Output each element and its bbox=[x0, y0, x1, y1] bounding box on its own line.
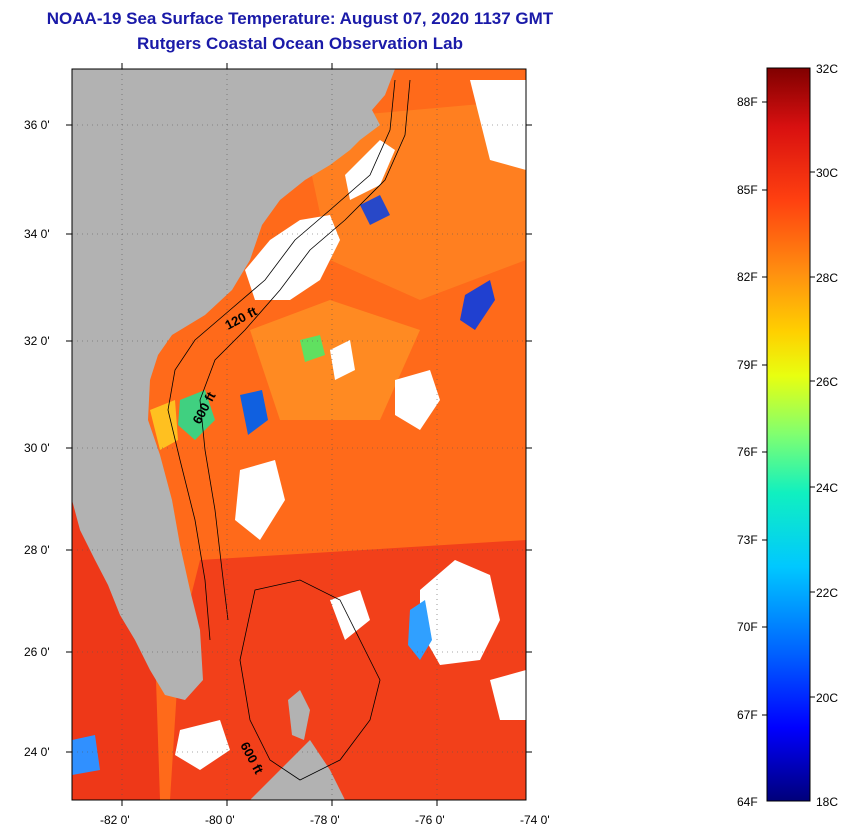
land-mainland bbox=[72, 69, 395, 700]
graticule bbox=[72, 69, 526, 800]
cloud-offshore-3 bbox=[330, 340, 355, 380]
cool-patch-7 bbox=[72, 735, 100, 775]
colorbar-fahrenheit-label: 88F bbox=[737, 95, 758, 109]
axis-ticks bbox=[66, 63, 532, 806]
colorbar-fahrenheit-label: 79F bbox=[737, 358, 758, 372]
map-subtitle: Rutgers Coastal Ocean Observation Lab bbox=[137, 34, 463, 53]
lat-tick-label: 26 0' bbox=[24, 645, 50, 659]
contour-600ft bbox=[199, 79, 411, 621]
contour-bahamas bbox=[239, 579, 381, 781]
colorbar-fahrenheit-label: 70F bbox=[737, 620, 758, 634]
cool-patch-3 bbox=[178, 390, 215, 440]
colorbar bbox=[766, 67, 811, 802]
colorbar-ticks bbox=[762, 101, 815, 716]
cool-patch-5 bbox=[360, 195, 390, 225]
lat-tick-label: 32 0' bbox=[24, 334, 50, 348]
cool-patch-4 bbox=[240, 390, 268, 435]
lon-tick-label: -80 0' bbox=[205, 813, 235, 827]
colorbar-celsius-label: 30C bbox=[816, 166, 838, 180]
colorbar-fahrenheit-label: 85F bbox=[737, 183, 758, 197]
lat-tick-label: 28 0' bbox=[24, 543, 50, 557]
land-cuba bbox=[250, 740, 345, 800]
colorbar-fahrenheit-label: 73F bbox=[737, 533, 758, 547]
cloud-coastal-2 bbox=[345, 140, 395, 200]
colorbar-fahrenheit-label: 67F bbox=[737, 708, 758, 722]
warm-coastal-yellow bbox=[150, 400, 178, 450]
sst-map-area: 120 ft 600 ft 600 ft bbox=[72, 69, 526, 800]
cloud-offshore-7 bbox=[490, 670, 526, 720]
colorbar-celsius-label: 26C bbox=[816, 375, 838, 389]
lat-tick-label: 30 0' bbox=[24, 441, 50, 455]
contour-120ft bbox=[167, 79, 396, 641]
colorbar-celsius-label: 20C bbox=[816, 691, 838, 705]
lon-tick-label: -82 0' bbox=[100, 813, 130, 827]
cloud-coastal-1 bbox=[245, 215, 340, 300]
cloud-offshore-4 bbox=[395, 370, 440, 430]
lat-tick-label: 34 0' bbox=[24, 227, 50, 241]
map-title: NOAA-19 Sea Surface Temperature: August … bbox=[46, 9, 554, 28]
colorbar-celsius-label: 18C bbox=[816, 795, 838, 809]
ocean-warm-patch bbox=[300, 100, 526, 300]
cool-patch-1 bbox=[460, 280, 495, 330]
colorbar-celsius-label: 32C bbox=[816, 62, 838, 76]
cloud-offshore-1 bbox=[470, 80, 526, 170]
colorbar-fahrenheit-label: 82F bbox=[737, 270, 758, 284]
cloud-offshore-5 bbox=[235, 460, 285, 540]
lat-tick-label: 36 0' bbox=[24, 118, 50, 132]
colorbar-fahrenheit-label: 76F bbox=[737, 445, 758, 459]
map-frame bbox=[71, 68, 527, 801]
cool-patch-2 bbox=[408, 600, 432, 660]
lon-tick-label: -76 0' bbox=[415, 813, 445, 827]
lat-tick-label: 24 0' bbox=[24, 745, 50, 759]
colorbar-celsius-label: 22C bbox=[816, 586, 838, 600]
cloud-offshore-8 bbox=[175, 720, 230, 770]
land-bahamas-island bbox=[288, 690, 310, 740]
land-island-small bbox=[160, 592, 182, 614]
lon-tick-label: -74 0' bbox=[520, 813, 550, 827]
colorbar-celsius-label: 28C bbox=[816, 271, 838, 285]
colorbar-celsius-label: 24C bbox=[816, 481, 838, 495]
cloud-offshore-6 bbox=[330, 590, 370, 640]
colorbar-fahrenheit-label: 64F bbox=[737, 795, 758, 809]
lon-tick-label: -78 0' bbox=[310, 813, 340, 827]
cool-patch-6 bbox=[300, 335, 325, 362]
cloud-offshore-2 bbox=[420, 560, 500, 665]
